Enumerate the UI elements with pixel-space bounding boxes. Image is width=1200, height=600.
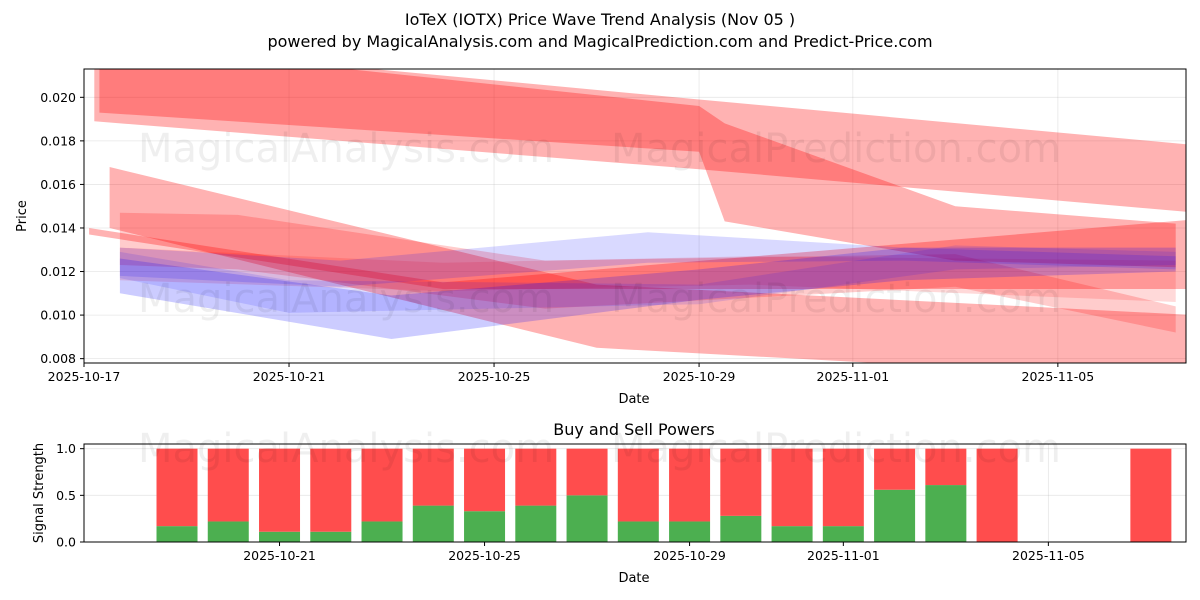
band-sell-wave-5 xyxy=(119,212,1176,333)
price-y-tick-label: 0.020 xyxy=(40,90,76,105)
price-y-tick-label: 0.016 xyxy=(40,177,76,192)
sell-bar-2025-10-29 xyxy=(669,448,711,522)
price-x-tick-label: 2025-10-29 xyxy=(663,369,736,384)
price-y-tick-label: 0.008 xyxy=(40,351,76,366)
power-y-tick-label: 1.0 xyxy=(56,441,76,456)
buy-bar-2025-10-19 xyxy=(156,526,198,542)
price-x-tick-label: 2025-11-01 xyxy=(817,369,890,384)
watermark-prediction-top: MagicalPrediction.com xyxy=(611,126,1061,172)
sell-bar-2025-10-25 xyxy=(464,448,506,512)
band-buy-wave-1 xyxy=(119,247,1176,339)
band-sell-wave-1 xyxy=(94,69,1186,212)
buy-bar-2025-10-20 xyxy=(207,521,249,542)
band-sell-wave-4 xyxy=(89,220,1186,289)
sell-bar-2025-11-02 xyxy=(874,448,916,490)
price-x-axis: 2025-10-17 2025-10-21 2025-10-25 2025-10-29… xyxy=(48,363,1095,384)
sell-bar-2025-10-21 xyxy=(259,448,301,532)
price-x-tick-label: 2025-10-25 xyxy=(458,369,531,384)
buy-bar-2025-10-26 xyxy=(515,505,557,542)
band-buy-wave-2 xyxy=(119,232,1176,287)
power-y-tick-label: 0.5 xyxy=(56,488,76,503)
band-sell-wave-6 xyxy=(119,247,1176,302)
power-y-tick-label: 0.0 xyxy=(56,535,76,550)
power-x-label: Date xyxy=(618,571,649,586)
price-grid xyxy=(83,69,1186,363)
power-x-tick-label: 2025-10-21 xyxy=(243,548,316,563)
price-y-tick-label: 0.018 xyxy=(40,133,76,148)
chart-title: IoTeX (IOTX) Price Wave Trend Analysis (… xyxy=(405,10,795,29)
sell-bar-2025-11-03 xyxy=(925,448,967,486)
price-y-tick-label: 0.014 xyxy=(40,220,76,235)
sell-bar-2025-10-24 xyxy=(412,448,454,506)
band-sell-wave-2 xyxy=(99,69,1176,268)
buy-bar-2025-10-28 xyxy=(617,521,659,542)
sell-bar-2025-10-26 xyxy=(515,448,557,506)
buy-bar-2025-10-27 xyxy=(566,495,608,542)
power-plot: Buy and Sell Powers MagicalAnalysis.com … xyxy=(32,420,1187,586)
price-wave-bands xyxy=(89,69,1186,363)
band-buy-wave-3 xyxy=(119,245,1176,313)
sell-bar-2025-10-31 xyxy=(771,448,813,527)
buy-bar-2025-10-24 xyxy=(412,505,454,542)
buy-bar-2025-10-25 xyxy=(464,511,506,542)
power-plot-frame xyxy=(83,443,1187,543)
power-x-tick-label: 2025-10-29 xyxy=(653,548,726,563)
sell-bar-2025-10-22 xyxy=(310,448,352,532)
power-x-tick-label: 2025-10-25 xyxy=(448,548,521,563)
power-bars xyxy=(156,448,1172,542)
power-title: Buy and Sell Powers xyxy=(553,420,715,439)
sell-bar-2025-11-04 xyxy=(976,448,1018,542)
price-y-tick-label: 0.010 xyxy=(40,308,76,323)
buy-bar-2025-11-02 xyxy=(874,489,916,542)
chart-subtitle: powered by MagicalAnalysis.com and Magic… xyxy=(267,32,932,51)
buy-bar-2025-10-22 xyxy=(310,531,352,542)
power-x-tick-label: 2025-11-05 xyxy=(1012,548,1085,563)
price-y-tick-label: 0.012 xyxy=(40,264,76,279)
power-x-axis: 2025-10-21 2025-10-25 2025-10-29 2025-11-01… xyxy=(243,542,1085,563)
buy-bar-2025-11-03 xyxy=(925,485,967,542)
price-x-label: Date xyxy=(618,392,649,407)
price-y-label: Price xyxy=(15,200,30,232)
buy-bar-2025-10-21 xyxy=(259,531,301,542)
sell-bar-2025-10-23 xyxy=(361,448,403,522)
price-x-tick-label: 2025-10-17 xyxy=(48,369,121,384)
sell-bar-2025-10-28 xyxy=(617,448,659,522)
power-y-label: Signal Strength xyxy=(32,443,47,543)
sell-bar-2025-10-30 xyxy=(720,448,762,516)
band-sell-wave-3 xyxy=(109,167,1186,363)
power-x-tick-label: 2025-11-01 xyxy=(807,548,880,563)
sell-bar-2025-10-20 xyxy=(207,448,249,522)
buy-bar-2025-11-01 xyxy=(822,526,864,542)
buy-bar-2025-10-30 xyxy=(720,515,762,542)
watermark-prediction-bottom: MagicalPrediction.com xyxy=(611,426,1061,472)
price-plot: MagicalAnalysis.com MagicalPrediction.co… xyxy=(15,68,1187,407)
buy-bar-2025-10-23 xyxy=(361,521,403,542)
price-x-tick-label: 2025-11-05 xyxy=(1022,369,1095,384)
sell-bar-2025-11-07 xyxy=(1130,448,1172,542)
watermark-analysis-mid: MagicalAnalysis.com xyxy=(138,276,554,322)
buy-bar-2025-10-29 xyxy=(669,521,711,542)
sell-bar-2025-10-19 xyxy=(156,448,198,527)
watermark-prediction-mid: MagicalPrediction.com xyxy=(611,276,1061,322)
price-y-axis: 0.008 0.010 0.012 0.014 0.016 0.018 0.020 xyxy=(40,90,84,366)
price-plot-frame xyxy=(83,68,1187,364)
sell-bar-2025-10-27 xyxy=(566,448,608,496)
sell-bar-2025-11-01 xyxy=(822,448,864,527)
watermark-analysis-bottom: MagicalAnalysis.com xyxy=(138,426,554,472)
price-x-tick-label: 2025-10-21 xyxy=(253,369,326,384)
watermark-analysis-top: MagicalAnalysis.com xyxy=(138,126,554,172)
power-y-axis: 0.0 0.5 1.0 xyxy=(56,441,84,550)
buy-bar-2025-10-31 xyxy=(771,526,813,542)
